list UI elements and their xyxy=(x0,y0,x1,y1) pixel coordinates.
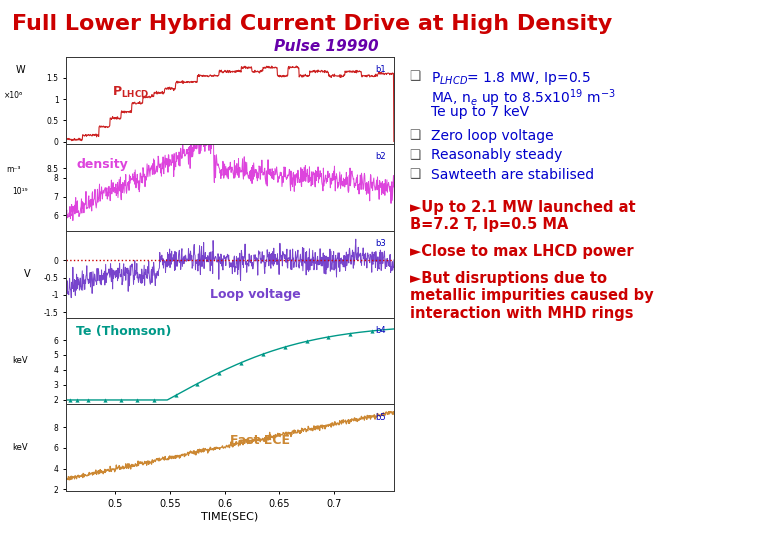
Text: metallic impurities caused by: metallic impurities caused by xyxy=(410,288,653,303)
Text: interaction with MHD rings: interaction with MHD rings xyxy=(410,306,633,321)
Text: V: V xyxy=(23,269,30,279)
Text: Loop voltage: Loop voltage xyxy=(211,288,301,301)
Text: ×10⁶: ×10⁶ xyxy=(5,91,23,100)
Text: Te up to 7 keV: Te up to 7 keV xyxy=(431,105,530,119)
Text: b3: b3 xyxy=(375,239,385,248)
Text: ►Close to max LHCD power: ►Close to max LHCD power xyxy=(410,244,633,259)
Text: Full Lower Hybrid Current Drive at High Density: Full Lower Hybrid Current Drive at High … xyxy=(12,14,612,33)
Text: b2: b2 xyxy=(375,152,385,161)
Text: ►But disruptions due to: ►But disruptions due to xyxy=(410,271,607,286)
Text: Zero loop voltage: Zero loop voltage xyxy=(431,129,554,143)
Text: Fast ECE: Fast ECE xyxy=(230,434,290,447)
Text: ❑: ❑ xyxy=(410,129,420,141)
Text: MA, n$_e$ up to 8.5x10$^{19}$ m$^{-3}$: MA, n$_e$ up to 8.5x10$^{19}$ m$^{-3}$ xyxy=(431,87,616,109)
Text: keV: keV xyxy=(12,443,28,453)
Text: B=7.2 T, Ip=0.5 MA: B=7.2 T, Ip=0.5 MA xyxy=(410,217,568,232)
Text: ❑: ❑ xyxy=(410,148,420,161)
Text: W: W xyxy=(16,65,25,75)
Text: P$_{LHCD}$= 1.8 MW, Ip=0.5: P$_{LHCD}$= 1.8 MW, Ip=0.5 xyxy=(431,70,591,87)
Text: ❑: ❑ xyxy=(410,168,420,181)
Text: P$_\mathbf{LHCD}$: P$_\mathbf{LHCD}$ xyxy=(112,85,150,100)
Text: Te (Thomson): Te (Thomson) xyxy=(76,325,172,338)
Text: ❑: ❑ xyxy=(410,70,420,83)
Text: b1: b1 xyxy=(375,65,385,75)
Text: ►Up to 2.1 MW launched at: ►Up to 2.1 MW launched at xyxy=(410,200,635,215)
Text: Pulse 19990: Pulse 19990 xyxy=(274,39,378,54)
Text: density: density xyxy=(76,158,128,171)
Text: b5: b5 xyxy=(375,413,385,422)
Text: Sawteeth are stabilised: Sawteeth are stabilised xyxy=(431,168,594,183)
Text: 10¹⁹: 10¹⁹ xyxy=(12,187,28,196)
Text: keV: keV xyxy=(12,356,28,366)
Text: b4: b4 xyxy=(375,326,385,335)
Text: Reasonably steady: Reasonably steady xyxy=(431,148,562,163)
Text: m⁻³: m⁻³ xyxy=(7,165,21,174)
X-axis label: TIME(SEC): TIME(SEC) xyxy=(201,512,259,522)
